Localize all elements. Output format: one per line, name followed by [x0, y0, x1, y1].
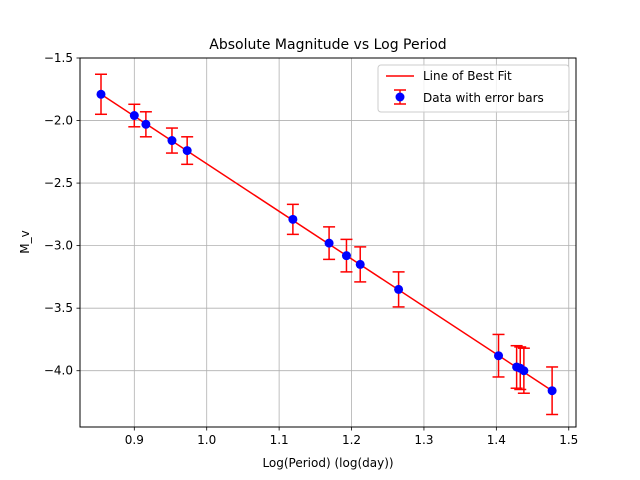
y-axis-label: M_v — [18, 230, 32, 253]
x-tick-label: 1.2 — [342, 433, 361, 447]
y-tick-label: −2.5 — [44, 176, 73, 190]
data-point — [547, 386, 557, 396]
data-point — [96, 89, 106, 99]
x-tick-label: 0.9 — [125, 433, 144, 447]
y-tick-label: −4.0 — [44, 364, 73, 378]
x-tick-label: 1.4 — [487, 433, 506, 447]
data-point — [288, 214, 298, 224]
data-point — [182, 146, 192, 156]
data-point — [341, 251, 351, 261]
y-tick-label: −3.0 — [44, 239, 73, 253]
x-axis: 0.9 1.0 1.1 1.2 1.3 1.4 1.5 — [125, 427, 578, 447]
legend-point-swatch — [395, 92, 405, 102]
x-axis-label: Log(Period) (log(day)) — [262, 456, 393, 470]
plot-frame — [79, 57, 577, 428]
legend-label-fit: Line of Best Fit — [423, 69, 512, 83]
y-tick-label: −3.5 — [44, 301, 73, 315]
data-point — [355, 259, 365, 269]
data-point — [324, 238, 334, 248]
data-point — [141, 119, 151, 129]
legend-box — [377, 64, 570, 113]
y-axis: −1.5 −2.0 −2.5 −3.0 −3.5 −4.0 — [44, 51, 80, 378]
x-tick-label: 1.1 — [270, 433, 289, 447]
data-point — [494, 351, 504, 361]
chart-title: Absolute Magnitude vs Log Period — [209, 37, 446, 53]
x-tick-label: 1.5 — [559, 433, 578, 447]
x-tick-label: 1.3 — [414, 433, 433, 447]
data-point — [519, 366, 529, 376]
x-tick-label: 1.0 — [197, 433, 216, 447]
legend: Line of Best Fit Data with error bars — [377, 64, 570, 113]
point-layer — [96, 89, 557, 396]
data-point — [129, 111, 139, 121]
y-tick-label: −2.0 — [44, 114, 73, 128]
data-point — [167, 136, 177, 146]
legend-label-data: Data with error bars — [423, 91, 544, 105]
data-point — [394, 284, 404, 294]
y-tick-label: −1.5 — [44, 51, 73, 65]
